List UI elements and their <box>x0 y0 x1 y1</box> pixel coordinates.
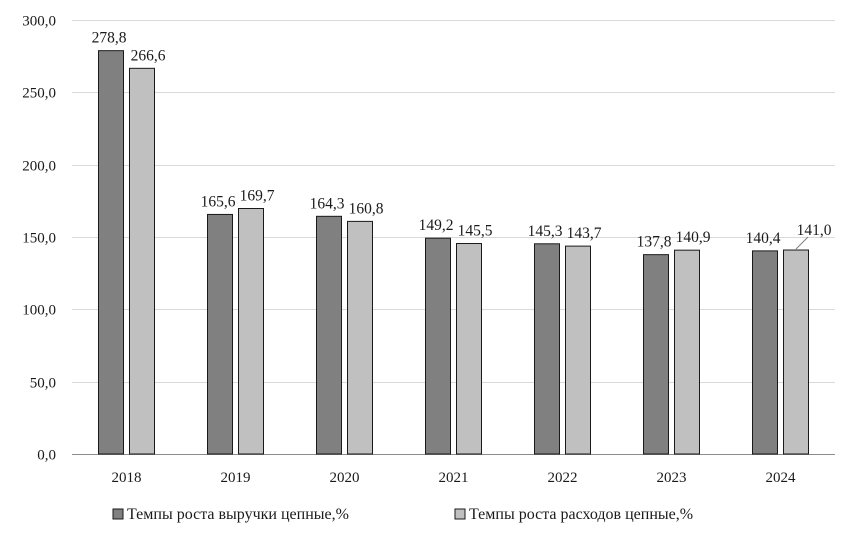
x-tick-label: 2024 <box>766 470 797 486</box>
y-tick-label: 300,0 <box>22 14 56 30</box>
data-label: 160,8 <box>349 200 384 217</box>
bar-2024-series-1 <box>752 250 778 455</box>
data-label: 278,8 <box>92 30 127 47</box>
y-tick-label: 100,0 <box>22 303 56 319</box>
data-label: 169,7 <box>240 188 275 205</box>
data-label: 145,5 <box>458 223 493 240</box>
legend-swatch-revenue <box>112 508 124 520</box>
y-tick-label: 250,0 <box>22 86 56 102</box>
x-tick-label: 2018 <box>112 470 142 486</box>
x-axis-ticks: 2018 2019 2020 2021 2022 2023 2024 <box>112 470 797 486</box>
y-tick-label: 50,0 <box>30 376 56 392</box>
gridlines <box>72 20 835 455</box>
bar-2018-series-2 <box>129 67 155 455</box>
bar-2020-series-2 <box>347 220 373 455</box>
bar-2022-series-2 <box>565 245 591 455</box>
data-label: 140,4 <box>746 230 781 247</box>
legend: Темпы роста выручки цепные,% Темпы роста… <box>112 506 693 523</box>
x-tick-label: 2021 <box>439 470 469 486</box>
x-tick-label: 2022 <box>548 470 578 486</box>
bar-2021-series-2 <box>456 243 482 455</box>
bar-2024-series-2 <box>783 249 809 455</box>
bar-2019-series-1 <box>207 213 233 455</box>
data-label: 145,3 <box>528 223 563 240</box>
data-label: 164,3 <box>310 195 345 212</box>
bars <box>98 50 809 455</box>
legend-label-revenue: Темпы роста выручки цепные,% <box>127 506 349 523</box>
y-tick-label: 200,0 <box>22 159 56 175</box>
bar-2019-series-2 <box>238 208 264 455</box>
bar-2023-series-1 <box>643 254 669 455</box>
data-label: 165,6 <box>201 193 236 210</box>
y-tick-label: 0,0 <box>37 448 56 464</box>
legend-label-expenses: Темпы роста расходов цепные,% <box>469 506 693 523</box>
bar-2020-series-1 <box>316 215 342 455</box>
data-label: 141,0 <box>797 222 832 239</box>
data-label: 149,2 <box>419 217 454 234</box>
bar-2023-series-2 <box>674 249 700 455</box>
data-label: 143,7 <box>567 225 602 242</box>
y-tick-label: 150,0 <box>22 231 56 247</box>
bar-2018-series-1 <box>98 50 124 455</box>
data-label: 266,6 <box>131 47 166 64</box>
x-tick-label: 2020 <box>330 470 360 486</box>
bar-2021-series-1 <box>425 237 451 455</box>
data-label: 140,9 <box>676 229 711 246</box>
y-axis-ticks: 0,0 50,0 100,0 150,0 200,0 250,0 300,0 <box>22 14 56 464</box>
legend-swatch-expenses <box>454 508 466 520</box>
bar-2022-series-1 <box>534 243 560 455</box>
data-label: 137,8 <box>637 234 672 251</box>
x-tick-label: 2023 <box>657 470 687 486</box>
x-tick-label: 2019 <box>221 470 251 486</box>
leader-line <box>795 236 809 250</box>
